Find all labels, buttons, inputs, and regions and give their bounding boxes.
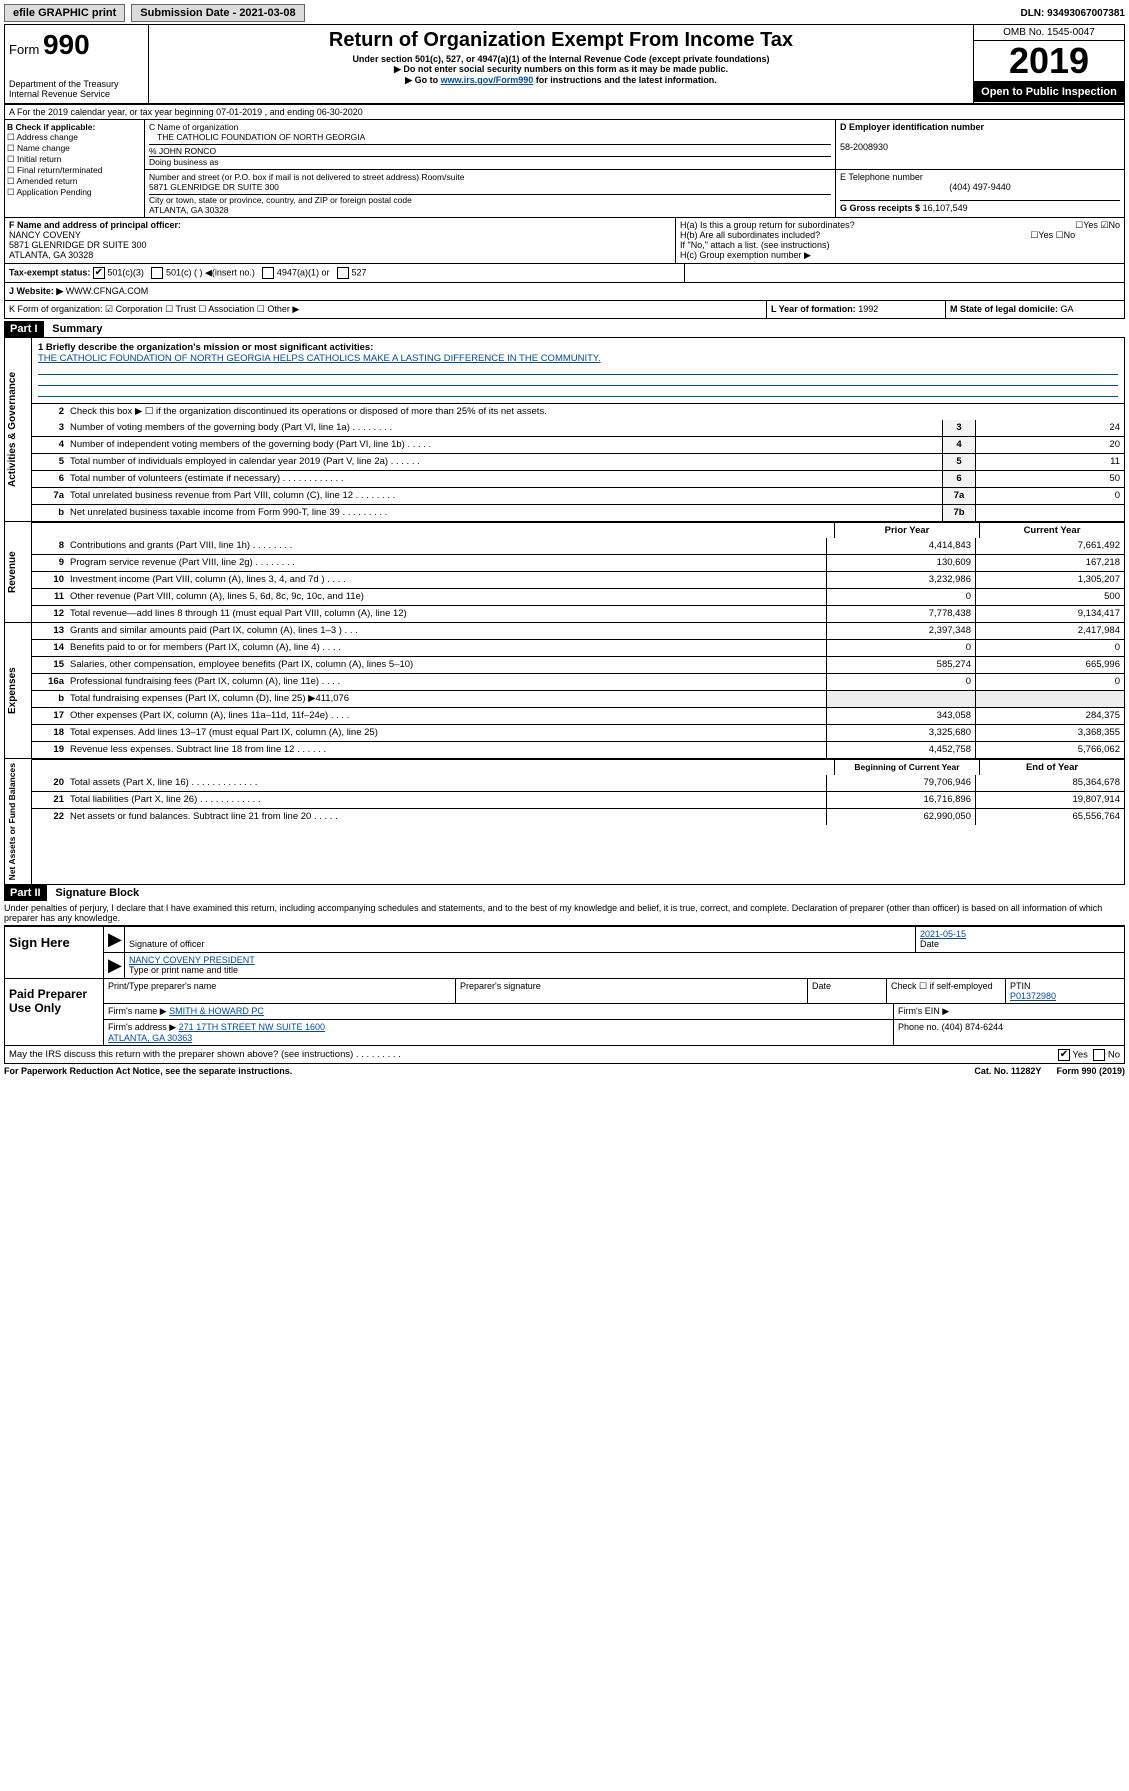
submission-date: Submission Date - 2021-03-08 xyxy=(131,4,304,22)
phone-label: E Telephone number xyxy=(840,172,1120,182)
footer-left: For Paperwork Reduction Act Notice, see … xyxy=(4,1066,292,1076)
officer-addr: 5871 GLENRIDGE DR SUITE 300 ATLANTA, GA … xyxy=(9,240,147,260)
top-bar: efile GRAPHIC print Submission Date - 20… xyxy=(4,4,1125,22)
phone-value: (404) 497-9440 xyxy=(840,182,1120,192)
501c3-check[interactable] xyxy=(93,267,105,279)
open-public: Open to Public Inspection xyxy=(974,82,1124,102)
form-label: Form xyxy=(9,42,39,57)
dept-treasury: Department of the Treasury Internal Reve… xyxy=(9,79,144,99)
line1-label: 1 Briefly describe the organization's mi… xyxy=(38,342,373,353)
website-value: WWW.CFNGA.COM xyxy=(66,286,149,296)
block-b: B Check if applicable: ☐ Address change … xyxy=(5,120,145,217)
vtab-expenses: Expenses xyxy=(5,623,32,758)
city-value: ATLANTA, GA 30328 xyxy=(149,205,831,215)
gross-value: 16,107,549 xyxy=(923,203,968,213)
subtitle-2: ▶ Do not enter social security numbers o… xyxy=(155,64,967,75)
dln: DLN: 93493067007381 xyxy=(1020,8,1125,19)
org-name: THE CATHOLIC FOUNDATION OF NORTH GEORGIA xyxy=(149,132,831,142)
gross-label: G Gross receipts $ xyxy=(840,203,920,213)
org-name-label: C Name of organization xyxy=(149,122,831,132)
officer-name: NANCY COVENY xyxy=(9,230,81,240)
line2: Check this box ▶ ☐ if the organization d… xyxy=(68,404,1124,420)
discuss-no[interactable] xyxy=(1093,1049,1105,1061)
care-of: % JOHN RONCO xyxy=(149,144,831,156)
block-a: A For the 2019 calendar year, or tax yea… xyxy=(4,105,1125,120)
paid-preparer: Paid Preparer Use Only xyxy=(5,979,104,1045)
ein-label: D Employer identification number xyxy=(840,122,984,132)
h-b: H(b) Are all subordinates included? xyxy=(680,230,820,240)
mission-text: THE CATHOLIC FOUNDATION OF NORTH GEORGIA… xyxy=(38,353,601,364)
form-number: 990 xyxy=(43,29,90,60)
block-k: K Form of organization: ☑ Corporation ☐ … xyxy=(5,301,767,318)
footer-form: Form 990 (2019) xyxy=(1056,1066,1125,1076)
tax-status-label: Tax-exempt status: xyxy=(9,267,90,277)
part2-head: Part II xyxy=(4,885,47,901)
efile-button[interactable]: efile GRAPHIC print xyxy=(4,4,125,22)
discuss-label: May the IRS discuss this return with the… xyxy=(9,1049,401,1060)
footer-cat: Cat. No. 11282Y xyxy=(974,1066,1041,1076)
part1-title: Summary xyxy=(46,323,102,335)
dba-label: Doing business as xyxy=(149,156,831,167)
vtab-net: Net Assets or Fund Balances xyxy=(5,759,32,884)
city-label: City or town, state or province, country… xyxy=(149,194,831,205)
part2-title: Signature Block xyxy=(49,887,139,899)
h-a: H(a) Is this a group return for subordin… xyxy=(680,220,855,230)
part1-head: Part I xyxy=(4,321,44,337)
website-label: J Website: ▶ xyxy=(9,286,63,296)
form-title: Return of Organization Exempt From Incom… xyxy=(155,29,967,52)
sign-here: Sign Here xyxy=(5,927,104,978)
discuss-yes[interactable] xyxy=(1058,1049,1070,1061)
form-header: Form 990 Department of the Treasury Inte… xyxy=(4,24,1125,105)
subtitle-3: ▶ Go to xyxy=(405,75,440,85)
ein-value: 58-2008930 xyxy=(840,142,888,152)
declaration: Under penalties of perjury, I declare th… xyxy=(4,901,1125,925)
irs-link[interactable]: www.irs.gov/Form990 xyxy=(441,75,534,85)
subtitle-1: Under section 501(c), 527, or 4947(a)(1)… xyxy=(155,54,967,64)
addr-value: 5871 GLENRIDGE DR SUITE 300 xyxy=(149,182,831,192)
tax-year: 2019 xyxy=(974,41,1124,82)
h-note: If "No," attach a list. (see instruction… xyxy=(680,240,1120,250)
vtab-revenue: Revenue xyxy=(5,522,32,622)
h-c: H(c) Group exemption number ▶ xyxy=(680,250,1120,261)
officer-label: F Name and address of principal officer: xyxy=(9,220,181,230)
vtab-governance: Activities & Governance xyxy=(5,338,32,521)
omb-number: OMB No. 1545-0047 xyxy=(974,25,1124,41)
addr-label: Number and street (or P.O. box if mail i… xyxy=(149,172,831,182)
subtitle-3b: for instructions and the latest informat… xyxy=(533,75,717,85)
